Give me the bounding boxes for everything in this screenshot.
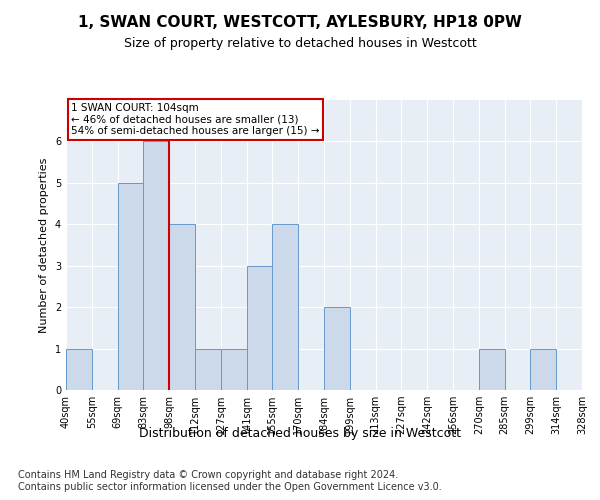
Bar xyxy=(66,348,92,390)
Text: 1, SWAN COURT, WESTCOTT, AYLESBURY, HP18 0PW: 1, SWAN COURT, WESTCOTT, AYLESBURY, HP18… xyxy=(78,15,522,30)
Bar xyxy=(247,266,272,390)
Bar xyxy=(221,348,247,390)
Bar xyxy=(272,224,298,390)
Bar xyxy=(169,224,195,390)
Text: Size of property relative to detached houses in Westcott: Size of property relative to detached ho… xyxy=(124,38,476,51)
Bar xyxy=(143,142,169,390)
Bar xyxy=(479,348,505,390)
Text: Distribution of detached houses by size in Westcott: Distribution of detached houses by size … xyxy=(139,428,461,440)
Y-axis label: Number of detached properties: Number of detached properties xyxy=(40,158,49,332)
Bar xyxy=(118,183,143,390)
Text: 1 SWAN COURT: 104sqm
← 46% of detached houses are smaller (13)
54% of semi-detac: 1 SWAN COURT: 104sqm ← 46% of detached h… xyxy=(71,103,320,136)
Bar xyxy=(195,348,221,390)
Text: Contains HM Land Registry data © Crown copyright and database right 2024.: Contains HM Land Registry data © Crown c… xyxy=(18,470,398,480)
Bar xyxy=(530,348,556,390)
Bar xyxy=(324,307,350,390)
Text: Contains public sector information licensed under the Open Government Licence v3: Contains public sector information licen… xyxy=(18,482,442,492)
